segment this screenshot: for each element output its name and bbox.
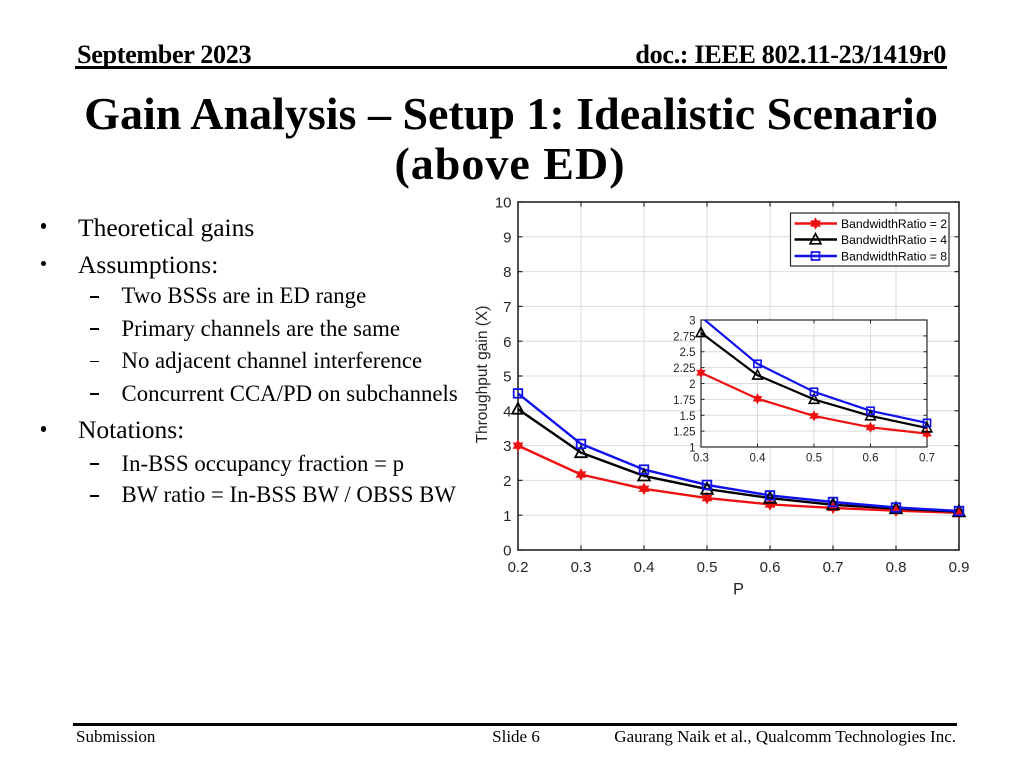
svg-text:4: 4 bbox=[503, 403, 511, 420]
svg-text:0.2: 0.2 bbox=[508, 559, 529, 576]
svg-text:2.75: 2.75 bbox=[673, 331, 695, 343]
svg-text:8: 8 bbox=[503, 264, 511, 281]
svg-text:5: 5 bbox=[503, 369, 511, 386]
svg-text:0: 0 bbox=[503, 543, 511, 560]
svg-text:0.3: 0.3 bbox=[571, 559, 592, 576]
svg-text:3: 3 bbox=[689, 316, 695, 328]
svg-text:BandwidthRatio = 8: BandwidthRatio = 8 bbox=[841, 250, 947, 264]
svg-text:0.5: 0.5 bbox=[697, 559, 718, 576]
svg-text:0.9: 0.9 bbox=[949, 559, 970, 576]
svg-text:0.6: 0.6 bbox=[863, 453, 879, 465]
svg-text:P: P bbox=[733, 581, 744, 599]
svg-text:0.8: 0.8 bbox=[886, 559, 907, 576]
svg-text:6: 6 bbox=[503, 334, 511, 351]
svg-text:1.25: 1.25 bbox=[673, 427, 695, 439]
svg-text:0.6: 0.6 bbox=[760, 559, 781, 576]
svg-text:3: 3 bbox=[503, 438, 511, 455]
svg-text:10: 10 bbox=[495, 195, 512, 212]
svg-text:0.4: 0.4 bbox=[750, 453, 767, 465]
svg-text:2.5: 2.5 bbox=[680, 347, 696, 359]
svg-text:1: 1 bbox=[689, 443, 695, 455]
svg-text:9: 9 bbox=[503, 229, 511, 246]
svg-text:2: 2 bbox=[503, 473, 511, 490]
svg-text:1.5: 1.5 bbox=[680, 411, 696, 423]
svg-text:BandwidthRatio = 2: BandwidthRatio = 2 bbox=[841, 217, 947, 231]
svg-text:0.7: 0.7 bbox=[919, 453, 935, 465]
svg-text:0.3: 0.3 bbox=[693, 453, 709, 465]
svg-text:Throughput gain (X): Throughput gain (X) bbox=[474, 306, 491, 444]
svg-text:1: 1 bbox=[503, 508, 511, 525]
svg-text:7: 7 bbox=[503, 299, 511, 316]
svg-text:0.7: 0.7 bbox=[823, 559, 844, 576]
svg-text:0.4: 0.4 bbox=[634, 559, 655, 576]
svg-text:2.25: 2.25 bbox=[673, 363, 695, 375]
svg-text:2: 2 bbox=[689, 379, 695, 391]
svg-text:1.75: 1.75 bbox=[673, 395, 695, 407]
svg-text:0.5: 0.5 bbox=[806, 453, 822, 465]
svg-text:BandwidthRatio = 4: BandwidthRatio = 4 bbox=[841, 233, 947, 247]
